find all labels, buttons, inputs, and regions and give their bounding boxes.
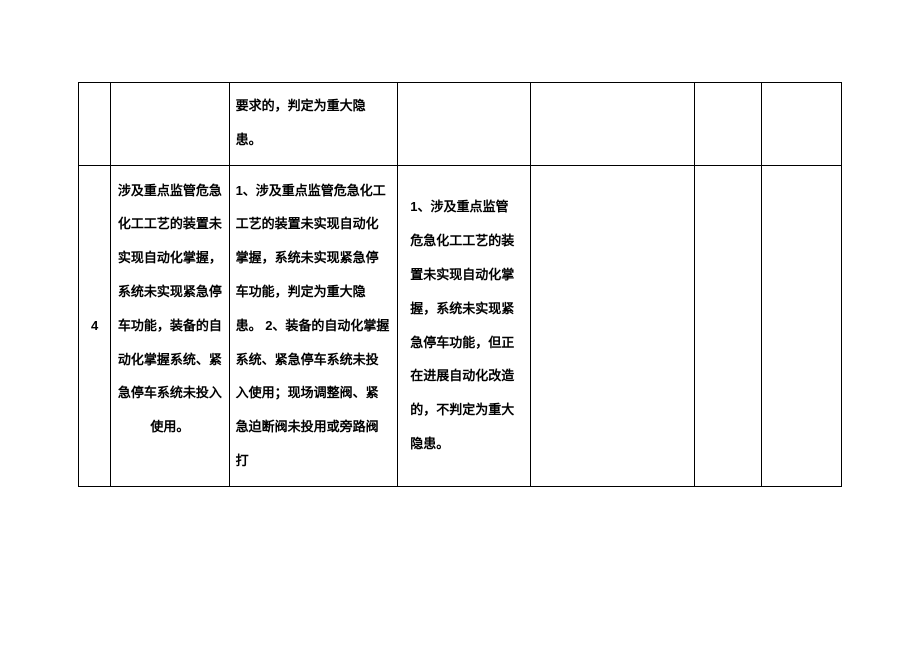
- cell-r1-c2: [111, 83, 229, 166]
- cell-r2-c5: [530, 165, 695, 486]
- cell-r2-c4: 1、涉及重点监管危急化工工艺的装置未实现自动化掌握，系统未实现紧急停车功能，但正…: [398, 165, 531, 486]
- cell-r1-c7: [761, 83, 841, 166]
- cell-r1-c6: [695, 83, 761, 166]
- cell-r2-c2: 涉及重点监管危急化工工艺的装置未实现自动化掌握，系统未实现紧急停车功能，装备的自…: [111, 165, 229, 486]
- cell-r2-c1: 4: [79, 165, 111, 486]
- cell-r1-c1: [79, 83, 111, 166]
- cell-r2-c7: [761, 165, 841, 486]
- cell-r1-c5: [530, 83, 695, 166]
- table-container: 要求的，判定为重大隐患。 4 涉及重点监管危急化工工艺的装置未实现自动化掌握，系…: [0, 0, 920, 487]
- cell-r2-c6: [695, 165, 761, 486]
- table-row: 4 涉及重点监管危急化工工艺的装置未实现自动化掌握，系统未实现紧急停车功能，装备…: [79, 165, 842, 486]
- cell-r2-c3: 1、涉及重点监管危急化工工艺的装置未实现自动化掌握，系统未实现紧急停车功能，判定…: [229, 165, 398, 486]
- cell-r1-c4: [398, 83, 531, 166]
- table-row: 要求的，判定为重大隐患。: [79, 83, 842, 166]
- cell-r1-c3: 要求的，判定为重大隐患。: [229, 83, 398, 166]
- hazard-table: 要求的，判定为重大隐患。 4 涉及重点监管危急化工工艺的装置未实现自动化掌握，系…: [78, 82, 842, 487]
